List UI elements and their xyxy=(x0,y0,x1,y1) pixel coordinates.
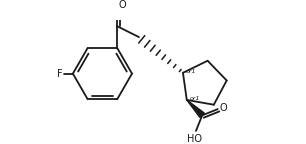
Text: F: F xyxy=(57,69,63,79)
Text: O: O xyxy=(119,0,126,10)
Polygon shape xyxy=(187,100,204,118)
Text: HO: HO xyxy=(187,134,202,144)
Text: or1: or1 xyxy=(190,96,200,101)
Text: or1: or1 xyxy=(186,70,196,74)
Text: O: O xyxy=(219,103,227,113)
